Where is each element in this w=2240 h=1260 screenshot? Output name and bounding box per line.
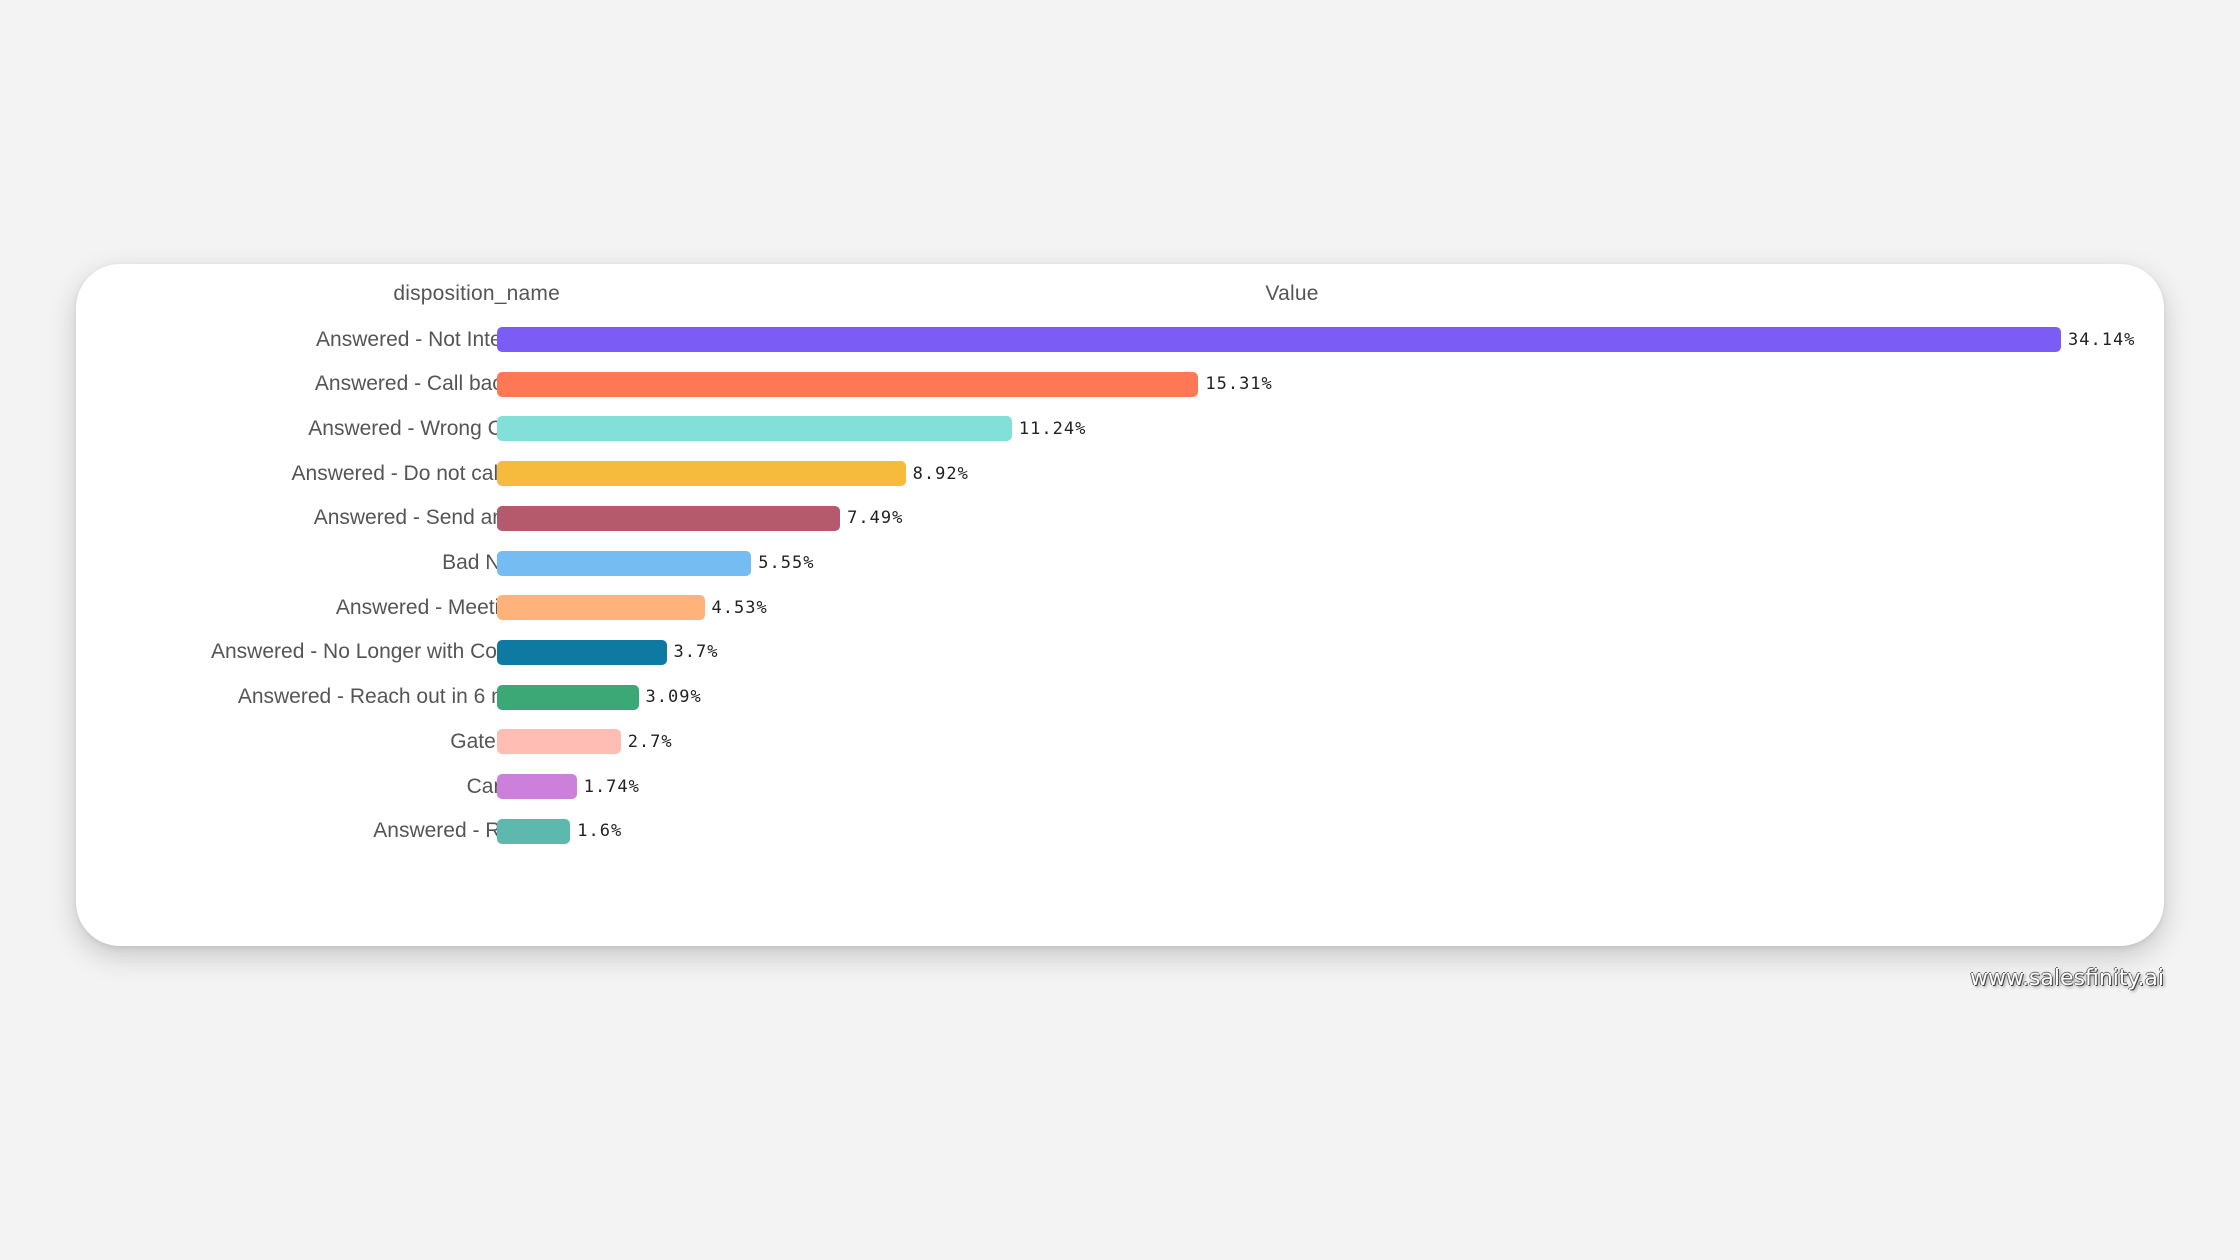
bar-value-label: 3.7% <box>673 642 719 663</box>
bar[interactable] <box>497 550 752 576</box>
bar-value-label: 15.31% <box>1205 374 1273 395</box>
watermark: www.salesfinity.ai <box>1969 966 2164 991</box>
bar-value-label: 34.14% <box>2068 329 2136 350</box>
value-column-header: Value <box>1265 282 1319 305</box>
bar-value-label: 11.24% <box>1018 418 1087 439</box>
chart-card: disposition_name Value Answered - Not In… <box>76 264 2164 946</box>
bar-value-label: 7.49% <box>847 508 904 529</box>
bar[interactable] <box>497 371 1199 397</box>
bar[interactable] <box>497 327 2061 352</box>
bar[interactable] <box>497 774 577 799</box>
category-label: Answered - Do not call again <box>291 461 560 485</box>
bar-value-label: 5.55% <box>758 553 815 573</box>
bar[interactable] <box>497 416 1012 442</box>
bar[interactable] <box>497 505 841 531</box>
bar[interactable] <box>497 684 639 710</box>
bar-value-label: 1.74% <box>583 776 640 797</box>
bar[interactable] <box>497 639 667 665</box>
bar[interactable] <box>497 729 621 755</box>
bar-value-label: 3.09% <box>645 687 702 708</box>
category-label: Answered - Reach out in 6 months <box>237 685 560 709</box>
bar[interactable] <box>497 818 571 844</box>
category-label: Answered - No Longer with Company <box>210 640 560 664</box>
bar-value-label: 8.92% <box>912 463 969 484</box>
bar-value-label: 2.7% <box>627 731 673 752</box>
bar-value-label: 4.53% <box>711 597 768 618</box>
category-column-header: disposition_name <box>393 282 560 305</box>
bar[interactable] <box>497 595 705 621</box>
bar[interactable] <box>497 461 906 487</box>
bar-value-label: 1.6% <box>577 821 623 842</box>
